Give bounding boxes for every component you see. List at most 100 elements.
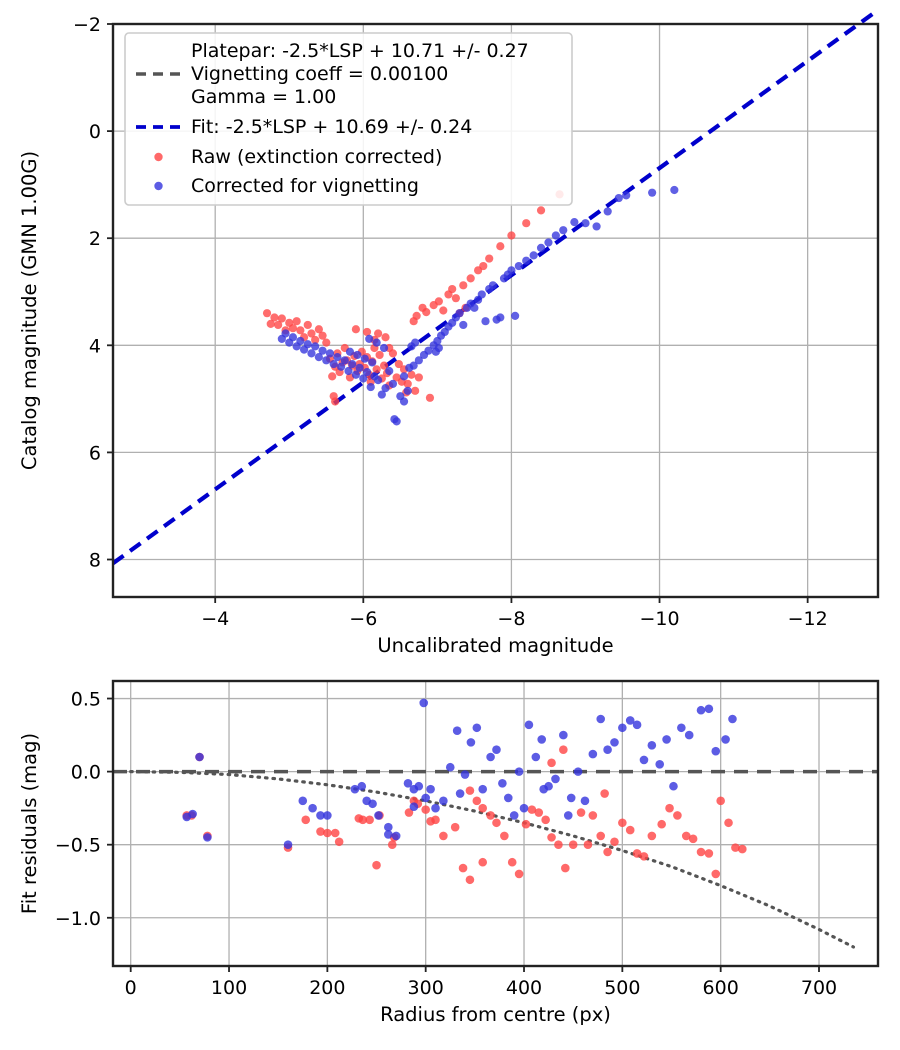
data-point bbox=[399, 372, 409, 381]
data-point bbox=[316, 811, 325, 820]
legend-label-4: Raw (extinction corrected) bbox=[191, 146, 442, 168]
ytick-label-top: 6 bbox=[89, 442, 101, 464]
data-point bbox=[333, 352, 342, 362]
data-point bbox=[721, 735, 730, 744]
data-point bbox=[665, 803, 674, 813]
data-point bbox=[662, 735, 671, 744]
data-point bbox=[311, 335, 320, 345]
data-point bbox=[639, 755, 649, 765]
data-point bbox=[407, 342, 416, 351]
xtick-label-bottom: 200 bbox=[309, 977, 345, 999]
data-point bbox=[387, 840, 397, 849]
top-panel-labels: Uncalibrated magnitude Catalog magnitude … bbox=[18, 151, 614, 657]
data-point bbox=[390, 415, 399, 424]
ytick-label-top: 2 bbox=[89, 228, 101, 250]
bottom-panel-frame bbox=[111, 679, 880, 968]
data-point bbox=[439, 796, 448, 806]
xtick-label-bottom: 400 bbox=[506, 977, 542, 999]
legend-box bbox=[124, 32, 573, 206]
data-point bbox=[323, 828, 332, 838]
data-point bbox=[580, 796, 590, 806]
ytick-label-bottom: −1.0 bbox=[55, 908, 101, 930]
data-point bbox=[503, 793, 513, 803]
data-point bbox=[524, 720, 534, 730]
data-point bbox=[537, 735, 547, 744]
data-point bbox=[551, 774, 560, 784]
data-point bbox=[622, 191, 631, 200]
data-point bbox=[507, 231, 516, 240]
data-point bbox=[351, 370, 361, 379]
data-point bbox=[188, 809, 197, 819]
data-point bbox=[374, 811, 383, 820]
data-point bbox=[559, 730, 568, 740]
scatter-series-raw-top bbox=[262, 190, 564, 406]
data-point bbox=[465, 786, 475, 795]
data-point bbox=[377, 390, 386, 399]
ytick-label-top: 0 bbox=[89, 121, 101, 143]
data-point bbox=[285, 318, 294, 327]
data-point bbox=[583, 840, 593, 849]
data-point bbox=[704, 704, 714, 714]
data-point bbox=[303, 320, 312, 330]
data-point bbox=[384, 830, 393, 839]
xtick-label-bottom: 300 bbox=[408, 977, 444, 999]
data-point bbox=[625, 716, 635, 725]
data-point bbox=[368, 358, 377, 367]
data-point bbox=[472, 723, 482, 733]
data-point bbox=[323, 811, 332, 820]
data-point bbox=[296, 326, 305, 335]
data-point bbox=[322, 356, 331, 365]
data-point bbox=[539, 784, 548, 794]
data-point bbox=[731, 843, 740, 852]
data-point bbox=[359, 374, 368, 383]
data-point bbox=[458, 863, 468, 873]
data-point bbox=[684, 730, 694, 740]
data-point bbox=[362, 327, 372, 337]
data-point bbox=[466, 274, 475, 283]
data-point bbox=[728, 714, 737, 724]
data-point bbox=[570, 218, 579, 227]
axes-frame-top bbox=[111, 22, 880, 599]
data-point bbox=[445, 762, 455, 772]
data-point bbox=[277, 314, 286, 323]
data-point bbox=[384, 822, 393, 832]
data-point bbox=[407, 370, 416, 379]
xtick-label-bottom: 500 bbox=[604, 977, 640, 999]
data-point bbox=[486, 752, 495, 762]
data-point bbox=[618, 818, 627, 828]
data-point bbox=[588, 811, 598, 820]
bottom-panel-ticks: 0 100 200 300 400 500 600 700 0.5 0.0 −0.5 −1.0 bbox=[55, 689, 837, 999]
data-point bbox=[479, 261, 488, 271]
data-point bbox=[603, 745, 612, 754]
top-panel-ticks: −4 −6 −8 −10 −12 −2 0 2 4 6 8 bbox=[73, 14, 828, 630]
yaxis-title-top: Catalog magnitude (GMN 1.00G) bbox=[18, 151, 41, 470]
data-point bbox=[592, 222, 601, 231]
data-point bbox=[647, 831, 657, 841]
data-point bbox=[507, 266, 516, 275]
data-point bbox=[681, 831, 691, 841]
data-point bbox=[314, 325, 323, 334]
data-point bbox=[298, 796, 308, 806]
data-point bbox=[431, 803, 440, 813]
ytick-label-bottom: 0.5 bbox=[71, 689, 101, 711]
data-point bbox=[559, 226, 568, 235]
data-point bbox=[316, 827, 325, 836]
ytick-label-bottom: 0.0 bbox=[71, 762, 101, 784]
data-point bbox=[421, 805, 430, 814]
data-point bbox=[477, 290, 486, 299]
data-point bbox=[372, 860, 381, 870]
data-point bbox=[559, 745, 568, 754]
data-point bbox=[448, 284, 457, 294]
data-point bbox=[522, 256, 531, 265]
legend-frame bbox=[124, 32, 573, 206]
data-point bbox=[536, 243, 546, 252]
data-point bbox=[360, 354, 369, 363]
yaxis-title-bottom: Fit residuals (mag) bbox=[18, 733, 41, 914]
data-point bbox=[588, 749, 598, 759]
data-point bbox=[414, 356, 423, 365]
data-point bbox=[470, 303, 479, 312]
data-point bbox=[478, 784, 488, 794]
data-point bbox=[486, 811, 495, 820]
legend-label-2: Gamma = 1.00 bbox=[191, 86, 336, 108]
